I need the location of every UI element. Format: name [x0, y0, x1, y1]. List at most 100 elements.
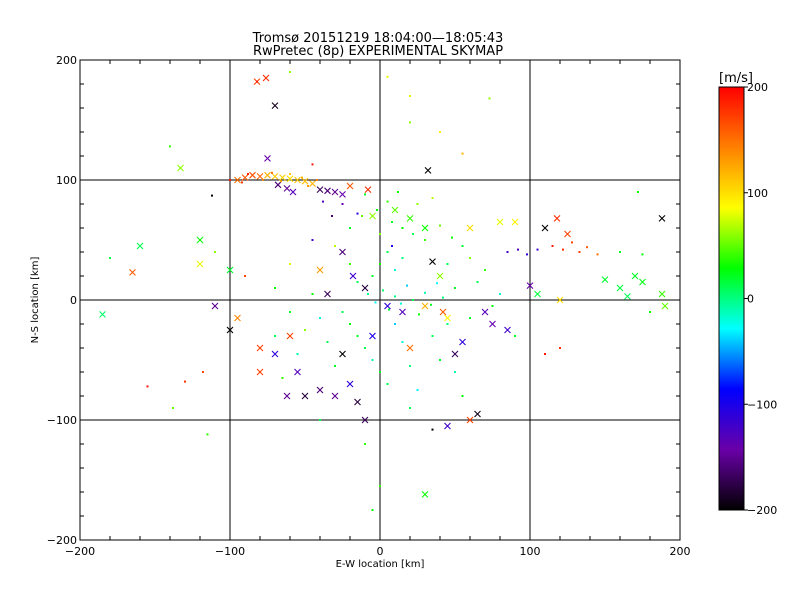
scatter-dot-point [247, 173, 249, 175]
colorbar-tick-label: −200 [747, 504, 777, 517]
scatter-x-point [234, 314, 241, 322]
scatter-x-point [331, 392, 339, 400]
scatter-x-point [256, 173, 264, 180]
scatter-dot-point [349, 323, 351, 325]
scatter-x-point [526, 282, 534, 289]
scatter-x-point [504, 326, 511, 334]
scatter-x-point [196, 260, 204, 268]
scatter-dot-point [430, 303, 432, 306]
scatter-dot-point [349, 263, 351, 265]
scatter-dot-point [439, 359, 441, 361]
scatter-x-point [511, 218, 519, 226]
scatter-dot-point [439, 131, 441, 133]
scatter-dot-point [146, 385, 149, 388]
scatter-dot-point [499, 293, 501, 295]
scatter-dot-point [386, 251, 389, 253]
scatter-dot-point [562, 248, 564, 251]
scatter-x-point [271, 102, 279, 109]
scatter-dot-point [172, 407, 174, 409]
scatter-dot-point [517, 248, 519, 251]
scatter-x-point [211, 302, 219, 310]
scatter-x-point [309, 180, 316, 187]
colorbar-tick-label: 200 [747, 81, 768, 94]
chart-subtitle: RwPretec (8p) EXPERIMENTAL SKYMAP [253, 44, 503, 59]
scatter-x-point [474, 410, 481, 418]
scatter-dot-point [586, 246, 588, 249]
scatter-x-point [264, 171, 271, 179]
scatter-dot-point [356, 335, 359, 337]
scatter-dot-point [619, 251, 621, 253]
scatter-dot-point [379, 485, 381, 487]
scatter-dot-point [379, 263, 381, 265]
scatter-x-point [639, 278, 646, 286]
scatter-x-point [616, 284, 624, 292]
x-tick-label: −100 [215, 545, 245, 558]
scatter-x-point [421, 491, 429, 498]
scatter-dot-point [289, 263, 291, 265]
scatter-dot-point [394, 295, 396, 298]
scatter-x-point [564, 230, 571, 238]
scatter-x-point [421, 302, 429, 310]
scatter-dot-point [406, 284, 408, 287]
scatter-x-point [466, 416, 474, 424]
scatter-dot-point [451, 236, 453, 239]
scatter-dot-point [356, 281, 359, 283]
scatter-points [99, 71, 669, 511]
scatter-dot-point [536, 248, 539, 251]
scatter-dot-point [280, 180, 282, 183]
scatter-x-point [289, 188, 297, 196]
scatter-dot-point [364, 193, 366, 196]
scatter-dot-point [386, 75, 389, 78]
scatter-x-point [339, 191, 346, 198]
scatter-x-point [271, 350, 279, 358]
scatter-x-point [279, 174, 286, 181]
scatter-dot-point [322, 200, 324, 203]
scatter-dot-point [371, 275, 374, 277]
scatter-dot-point [326, 341, 329, 343]
scatter-dot-point [289, 71, 291, 73]
scatter-x-point [316, 386, 324, 394]
scatter-dot-point [202, 371, 204, 373]
scatter-x-point [406, 344, 414, 352]
scatter-dot-point [341, 203, 344, 205]
scatter-dot-point [649, 311, 651, 313]
scatter-dot-point [431, 335, 434, 337]
scatter-x-point [301, 392, 309, 400]
scatter-dot-point [409, 407, 411, 409]
scatter-x-point [226, 326, 234, 334]
scatter-x-point [339, 350, 346, 358]
scatter-dot-point [376, 209, 378, 211]
scatter-x-point [274, 181, 282, 189]
chart-title: Tromsø 20151219 18:04:00—18:05:43 [252, 31, 504, 46]
scatter-dot-point [461, 245, 464, 247]
scatter-dot-point [319, 317, 321, 319]
scatter-dot-point [526, 253, 528, 256]
scatter-dot-point [559, 347, 561, 349]
scatter-dot-point [491, 305, 494, 307]
scatter-x-point [399, 308, 406, 316]
scatter-x-point [459, 338, 466, 346]
scatter-dot-point [241, 181, 243, 184]
scatter-x-point [424, 167, 432, 174]
scatter-x-point [658, 290, 666, 298]
scatter-x-point [439, 308, 447, 316]
scatter-dot-point [311, 239, 314, 241]
scatter-dot-point [319, 419, 321, 421]
scatter-dot-point [488, 97, 491, 100]
scatter-dot-point [418, 313, 420, 316]
scatter-x-point [286, 175, 294, 183]
scatter-dot-point [461, 152, 464, 155]
scatter-x-point [324, 290, 331, 298]
scatter-dot-point [394, 269, 396, 271]
scatter-x-point [451, 350, 459, 358]
x-tick-label: 0 [377, 545, 384, 558]
colorbar-gradient [718, 86, 745, 511]
scatter-x-point [324, 187, 331, 195]
scatter-dot-point [211, 194, 213, 197]
scatter-dot-point [469, 257, 471, 259]
scatter-x-point [301, 177, 309, 185]
scatter-dot-point [262, 179, 264, 181]
scatter-dot-point [424, 291, 426, 294]
scatter-dot-point [364, 347, 366, 349]
scatter-dot-point [349, 227, 351, 229]
